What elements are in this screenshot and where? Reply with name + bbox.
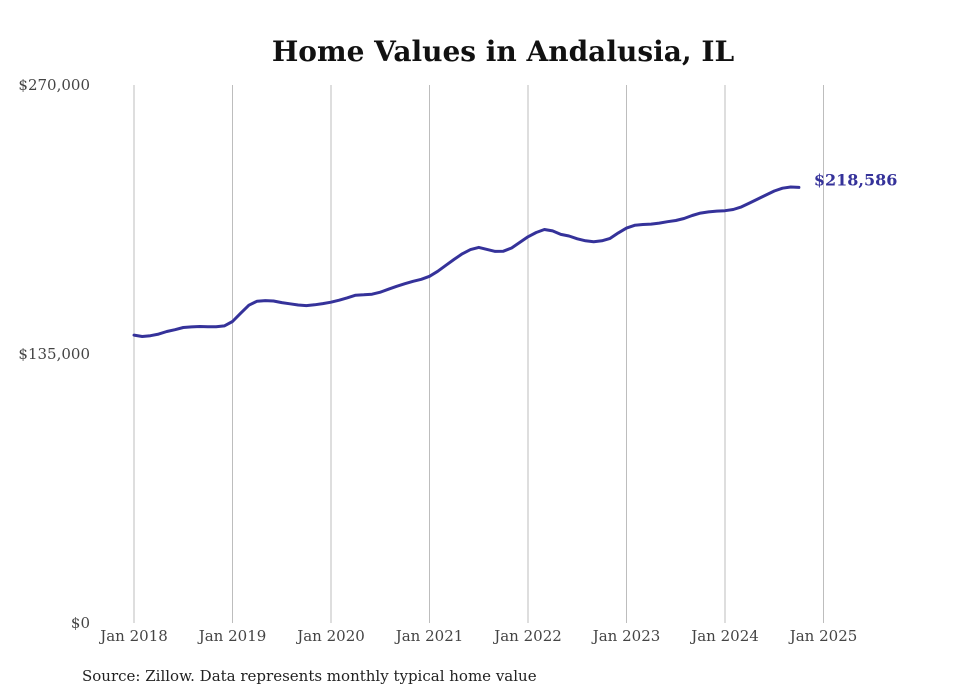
y-tick-label: $270,000 xyxy=(18,76,90,94)
x-tick-label: Jan 2023 xyxy=(591,627,661,645)
home-values-chart: Home Values in Andalusia, IL $0$135,000$… xyxy=(18,35,898,645)
y-tick-label: $135,000 xyxy=(18,345,90,363)
end-value-label: $218,586 xyxy=(814,170,898,189)
x-tick-label: Jan 2022 xyxy=(492,627,562,645)
x-axis-ticks: Jan 2018 Jan 2019 Jan 2020 Jan 2021 Jan 2022… xyxy=(98,627,857,645)
x-tick-label: Jan 2020 xyxy=(295,627,365,645)
y-axis-ticks: $0 $135,000 $270,000 xyxy=(18,76,90,632)
x-tick-label: Jan 2018 xyxy=(98,627,168,645)
series-lines xyxy=(132,185,801,338)
grid-lines xyxy=(133,85,824,623)
x-tick-label: Jan 2021 xyxy=(394,627,464,645)
series-line xyxy=(132,185,801,338)
source-note: Source: Zillow. Data represents monthly … xyxy=(82,667,537,685)
x-tick-label: Jan 2024 xyxy=(689,627,759,645)
y-tick-label: $0 xyxy=(71,614,90,632)
x-tick-label: Jan 2025 xyxy=(788,627,858,645)
x-tick-label: Jan 2019 xyxy=(197,627,267,645)
chart-title: Home Values in Andalusia, IL xyxy=(272,35,735,68)
